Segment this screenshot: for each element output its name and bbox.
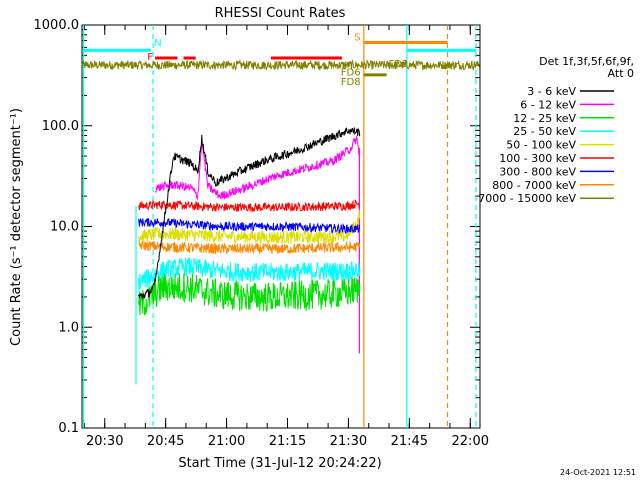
x-tick-label: 21:00 [208, 434, 245, 449]
flag-label-fd6: FD6 [341, 68, 361, 79]
series-line-25-50-kev [138, 257, 361, 292]
x-tick-label: 21:45 [391, 434, 428, 449]
series-line-3-6-kev [138, 127, 361, 300]
legend-label: 50 - 100 keV [506, 139, 576, 152]
y-tick-label: 0.1 [58, 421, 79, 436]
y-tick-label: 1000.0 [34, 18, 80, 33]
series-line-300-800-kev [138, 217, 361, 235]
legend-label: 12 - 25 keV [513, 112, 576, 125]
flag-label-s: S [354, 33, 360, 44]
y-tick-label: 100.0 [42, 119, 79, 134]
chart-title: RHESSI Count Rates [215, 6, 346, 21]
legend-label: 100 - 300 keV [499, 152, 576, 165]
flag-label-n: N [154, 38, 161, 49]
series-line-800-7000-kev [138, 239, 361, 255]
legend-label: 800 - 7000 keV [492, 179, 576, 192]
legend-label: 6 - 12 keV [520, 98, 576, 111]
series-line-6-12-kev [155, 135, 361, 201]
x-tick-label: 21:15 [269, 434, 306, 449]
y-tick-label: 10.0 [50, 220, 79, 235]
flag-label-f: F [147, 52, 153, 63]
legend-label: 25 - 50 keV [513, 125, 576, 138]
x-tick-label: 21:30 [330, 434, 367, 449]
flag-label-fd8: FD8 [341, 77, 361, 88]
series-line-7000-15000-kev [81, 59, 481, 72]
plot-area: 0.1 1.0 10.0 100.0 1000.0 20:30 20:45 21:00 21:1… [34, 18, 489, 449]
series-line-50-100-kev [138, 210, 361, 245]
series-line-100-300-kev [138, 199, 361, 213]
x-tick-label: 22:00 [452, 434, 489, 449]
x-tick-label: 20:45 [147, 434, 184, 449]
legend-subtitle: Att 0 [608, 67, 634, 80]
y-axis-label: Count Rate (s⁻¹ detector segment⁻¹) [9, 108, 24, 346]
x-axis-label: Start Time (31-Jul-12 20:24:22) [178, 456, 381, 471]
legend-label: 7000 - 15000 keV [478, 192, 576, 205]
y-tick-label: 1.0 [58, 320, 79, 335]
legend-label: 300 - 800 keV [499, 165, 576, 178]
series-line-12-25-kev [138, 273, 361, 316]
legend-label: 3 - 6 keV [527, 85, 576, 98]
x-tick-label: 20:30 [86, 434, 123, 449]
legend-title: Det 1f,3f,5f,6f,9f, [539, 55, 634, 68]
timestamp-label: 24-Oct-2021 12:51 [560, 468, 636, 477]
